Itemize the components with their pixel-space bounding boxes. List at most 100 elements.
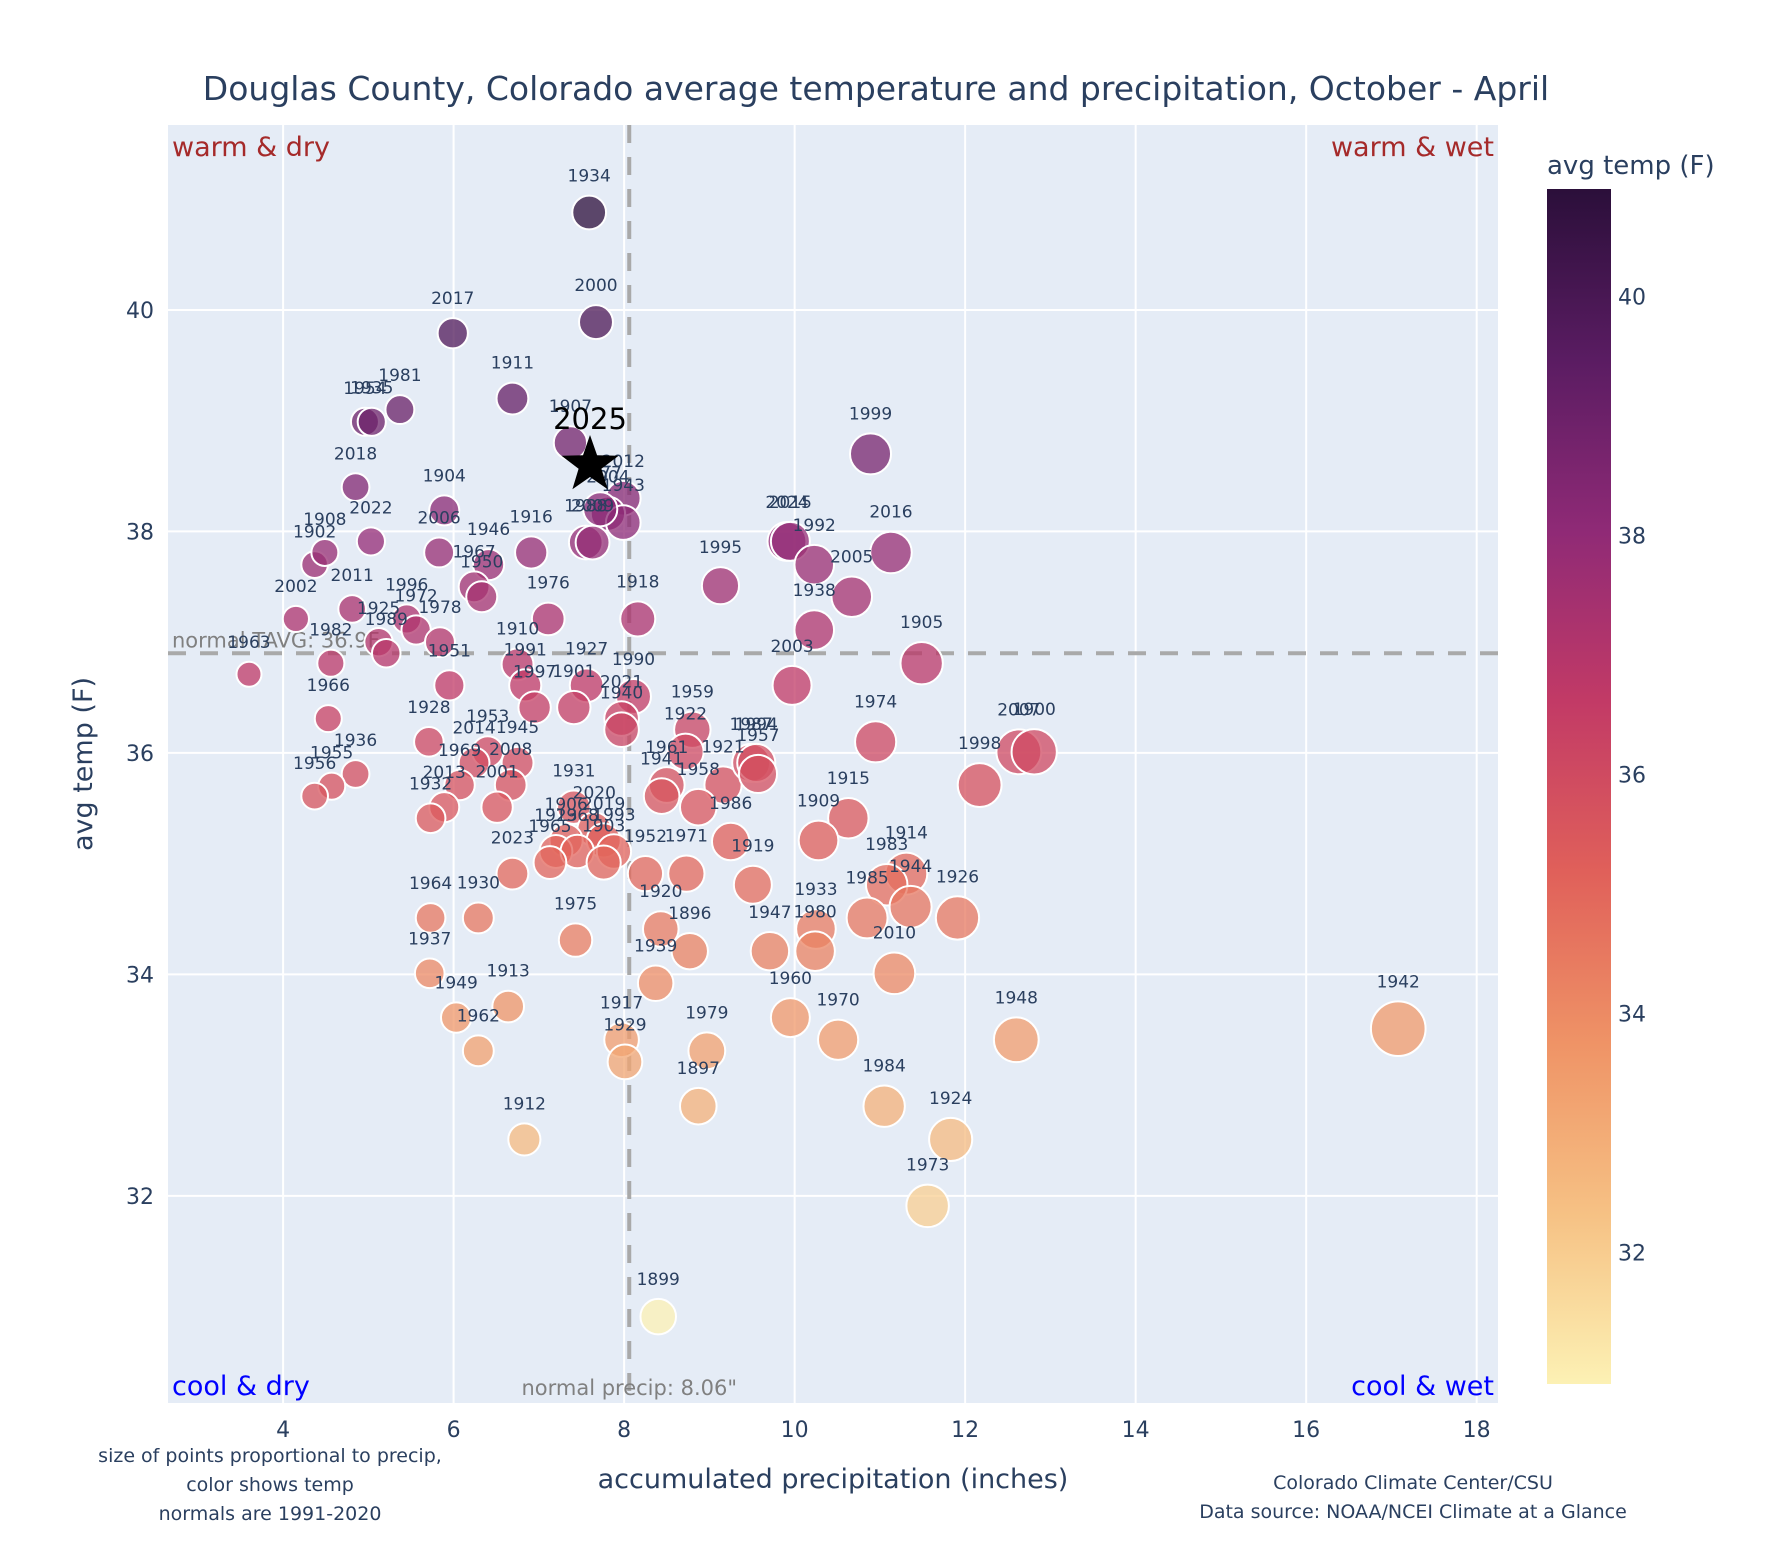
data-point-label: 1929 bbox=[603, 1016, 646, 1036]
data-point-label: 1935 bbox=[350, 379, 393, 399]
data-point-label: 1954 bbox=[343, 379, 386, 399]
data-point-label: 1961 bbox=[645, 738, 688, 758]
quadrant-label-warm-dry: warm & dry bbox=[172, 132, 330, 163]
footnote-right: Colorado Climate Center/CSU Data source:… bbox=[1199, 1472, 1627, 1523]
data-point-label: 1955 bbox=[310, 744, 353, 764]
quadrant-label-cool-wet: cool & wet bbox=[1351, 1371, 1494, 1402]
x-tick-label: 10 bbox=[781, 1418, 809, 1443]
data-point-label: 1941 bbox=[640, 749, 683, 769]
x-tick-label: 12 bbox=[951, 1418, 979, 1443]
data-point-label: 1926 bbox=[936, 867, 979, 887]
data-point bbox=[771, 664, 813, 706]
data-point-label: 1940 bbox=[600, 683, 643, 703]
data-point-label: 1963 bbox=[227, 633, 270, 653]
data-point-label: 1924 bbox=[929, 1089, 972, 1109]
data-point-label: 1919 bbox=[731, 837, 774, 857]
data-point-label: 1991 bbox=[504, 640, 547, 660]
data-point bbox=[737, 753, 779, 795]
data-point-label: 1913 bbox=[487, 962, 530, 982]
colorbar-tick-label: 34 bbox=[1618, 1003, 1646, 1028]
data-point bbox=[769, 997, 811, 1039]
data-point bbox=[414, 802, 447, 835]
data-point-label: 2007 bbox=[997, 700, 1040, 720]
data-point-label: 1971 bbox=[665, 826, 708, 846]
data-point-label: 1908 bbox=[303, 510, 346, 530]
gridlines bbox=[168, 125, 1498, 1403]
data-point bbox=[355, 526, 386, 557]
data-point bbox=[934, 895, 981, 941]
y-tick-label: 32 bbox=[126, 1185, 154, 1210]
data-point bbox=[465, 580, 499, 614]
data-point-label: 1917 bbox=[600, 993, 643, 1013]
colorbar bbox=[1547, 189, 1611, 1384]
data-point-label: 1918 bbox=[616, 572, 659, 592]
quadrant-label-warm-wet: warm & wet bbox=[1331, 132, 1494, 163]
data-point bbox=[928, 1116, 974, 1162]
data-point bbox=[1010, 728, 1058, 776]
data-point bbox=[428, 494, 461, 527]
data-point-label: 1988 bbox=[564, 497, 607, 517]
data-point-label: 1980 bbox=[793, 902, 836, 922]
data-point-label: 1983 bbox=[865, 835, 908, 855]
data-point bbox=[461, 1034, 495, 1068]
data-point-label: 1953 bbox=[466, 707, 509, 727]
data-point bbox=[316, 648, 346, 678]
credit-line: Data source: NOAA/NCEI Climate at a Glan… bbox=[1199, 1501, 1627, 1523]
data-point-label: 1976 bbox=[527, 574, 570, 594]
data-point-label: 1949 bbox=[435, 973, 478, 993]
data-point-label: 2021 bbox=[600, 672, 643, 692]
data-point-label: 1907 bbox=[549, 397, 592, 417]
data-point bbox=[687, 1031, 727, 1071]
data-point bbox=[313, 704, 343, 734]
footnote-line: size of points proportional to precip, bbox=[98, 1445, 442, 1467]
data-point-label: 1982 bbox=[309, 621, 352, 641]
data-point-label: 2000 bbox=[574, 276, 617, 296]
data-point-label: 1996 bbox=[385, 575, 428, 595]
data-point bbox=[678, 787, 718, 827]
data-point-label: 1938 bbox=[793, 581, 836, 601]
data-point-label: 2019 bbox=[582, 794, 625, 814]
data-point bbox=[557, 922, 594, 958]
data-point-label: 1928 bbox=[407, 698, 450, 718]
data-point-label: 1989 bbox=[365, 610, 408, 630]
data-point-label: 2008 bbox=[489, 740, 532, 760]
data-point-label: 1925 bbox=[357, 599, 400, 619]
data-point-label: 1922 bbox=[664, 705, 707, 725]
x-tick-labels: 4 6 8 10 12 14 16 18 bbox=[276, 1418, 1491, 1443]
data-point bbox=[667, 854, 706, 893]
data-point bbox=[862, 1084, 906, 1128]
normal-lines: normal precip: 8.06" normal TAVG: 36.9F bbox=[168, 125, 1498, 1403]
data-point bbox=[710, 821, 751, 862]
normal-precip-label: normal precip: 8.06" bbox=[521, 1376, 737, 1400]
data-point-label: 1974 bbox=[854, 692, 897, 712]
data-point-label: 1956 bbox=[293, 754, 336, 774]
data-point-label: 1946 bbox=[467, 520, 510, 540]
data-point-label: 1914 bbox=[885, 824, 928, 844]
data-point-label: 2016 bbox=[869, 503, 912, 523]
y-tick-label: 40 bbox=[126, 299, 154, 324]
data-point bbox=[639, 1297, 678, 1336]
data-point-label: 1945 bbox=[496, 718, 539, 738]
data-point bbox=[641, 910, 680, 948]
data-point-label: 1911 bbox=[491, 354, 534, 374]
x-axis-title: accumulated precipitation (inches) bbox=[598, 1464, 1069, 1495]
data-point-label: 1909 bbox=[797, 792, 840, 812]
data-point-label: 2009 bbox=[571, 497, 614, 517]
data-point-label: 1902 bbox=[293, 522, 336, 542]
data-point-label: 1998 bbox=[958, 734, 1001, 754]
data-point bbox=[817, 1018, 860, 1061]
data-point bbox=[603, 711, 640, 748]
data-point-label: 1920 bbox=[639, 882, 682, 902]
data-point-label: 1937 bbox=[408, 929, 451, 949]
x-tick-label: 18 bbox=[1463, 1418, 1491, 1443]
data-point bbox=[872, 951, 917, 996]
data-point-label: 1975 bbox=[554, 894, 597, 914]
data-point-label: 1992 bbox=[793, 516, 836, 536]
data-point bbox=[749, 930, 791, 972]
data-point-label: 1970 bbox=[816, 991, 859, 1011]
current-year-star bbox=[561, 435, 619, 490]
x-tick-label: 8 bbox=[617, 1418, 631, 1443]
colorbar-tick-label: 38 bbox=[1618, 525, 1646, 550]
data-point bbox=[340, 472, 371, 503]
footnote-left: size of points proportional to precip, c… bbox=[98, 1445, 442, 1525]
